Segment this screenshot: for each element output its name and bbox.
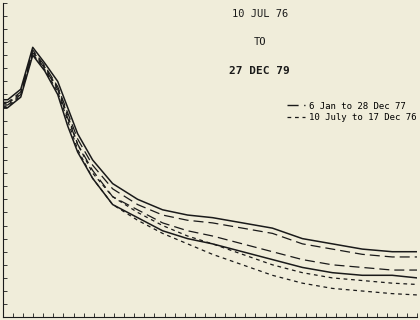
Text: TO: TO bbox=[254, 37, 266, 47]
Legend: 6 Jan to 28 Dec 77, 10 July to 17 Dec 76: 6 Jan to 28 Dec 77, 10 July to 17 Dec 76 bbox=[287, 102, 417, 122]
Text: 27 DEC 79: 27 DEC 79 bbox=[229, 66, 290, 76]
Text: 10 JUL 76: 10 JUL 76 bbox=[231, 9, 288, 19]
